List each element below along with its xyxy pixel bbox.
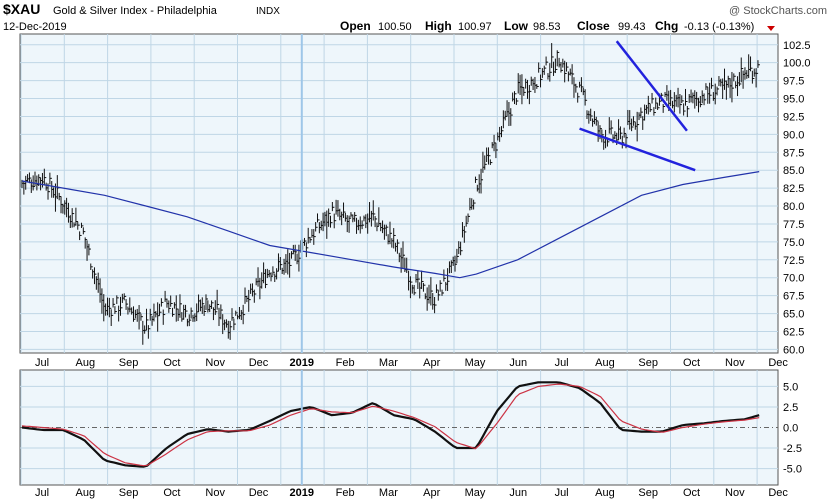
- macd-x-tick-label: Jul: [555, 487, 569, 499]
- price-x-tick-label: Dec: [768, 357, 788, 369]
- price-x-tick-label: May: [465, 357, 486, 369]
- price-y-tick-label: 67.5: [783, 291, 804, 303]
- macd-signal-line: [21, 383, 760, 467]
- macd-x-tick-label: Sep: [119, 487, 139, 499]
- macd-y-tick-label: -2.5: [783, 443, 802, 455]
- low-value: 98.53: [533, 21, 561, 33]
- price-x-tick-label: Apr: [423, 357, 440, 369]
- price-y-tick-label: 65.0: [783, 309, 804, 321]
- price-y-tick-label: 70.0: [783, 273, 804, 285]
- macd-x-tick-label: Aug: [76, 487, 96, 499]
- price-y-axis: 60.0 62.5 65.0 67.5 70.0 72.5 75.0 77.5 80.0 82.5…: [783, 40, 811, 357]
- watermark: @ StockCharts.com: [729, 5, 827, 17]
- macd-x-axis: Jul Aug Sep Oct Nov Dec 2019 Feb Mar Apr May Jun Jul…: [35, 487, 788, 499]
- macd-x-tick-label: Jun: [509, 487, 527, 499]
- price-y-tick-label: 82.5: [783, 183, 804, 195]
- price-y-tick-label: 90.0: [783, 129, 804, 141]
- price-x-tick-label: Aug: [595, 357, 615, 369]
- price-y-tick-label: 87.5: [783, 147, 804, 159]
- close-value: 99.43: [618, 21, 646, 33]
- macd-x-tick-label: Dec: [768, 487, 788, 499]
- macd-y-tick-label: -5.0: [783, 464, 802, 476]
- macd-x-tick-label: Apr: [423, 487, 440, 499]
- price-x-tick-label: Sep: [638, 357, 658, 369]
- macd-x-tick-label: May: [465, 487, 486, 499]
- price-x-tick-label: Sep: [119, 357, 139, 369]
- index-name: Gold & Silver Index - Philadelphia: [53, 5, 218, 17]
- price-x-tick-label: Jul: [35, 357, 49, 369]
- price-y-tick-label: 100.0: [783, 58, 811, 70]
- price-y-tick-label: 92.5: [783, 111, 804, 123]
- price-x-tick-label: Oct: [163, 357, 180, 369]
- price-x-tick-label: Mar: [379, 357, 398, 369]
- price-x-tick-label: Aug: [76, 357, 96, 369]
- price-y-tick-label: 85.0: [783, 165, 804, 177]
- chg-label: Chg: [655, 19, 678, 33]
- chart-date: 12-Dec-2019: [3, 21, 67, 33]
- moving-average-line: [21, 171, 760, 279]
- price-y-tick-label: 62.5: [783, 326, 804, 338]
- macd-x-tick-label: 2019: [290, 487, 314, 499]
- macd-y-axis: -5.0 -2.5 0.0 2.5 5.0: [783, 381, 802, 475]
- price-x-axis: Jul Aug Sep Oct Nov Dec 2019 Feb Mar Apr May Jun Jul…: [35, 357, 788, 369]
- price-x-tick-label: Nov: [725, 357, 745, 369]
- price-y-tick-label: 102.5: [783, 40, 811, 52]
- price-x-tick-label: 2019: [290, 357, 314, 369]
- high-value: 100.97: [458, 21, 492, 33]
- macd-x-tick-label: Dec: [249, 487, 269, 499]
- macd-x-tick-label: Nov: [725, 487, 745, 499]
- price-x-tick-label: Oct: [683, 357, 700, 369]
- price-y-tick-label: 97.5: [783, 76, 804, 88]
- price-y-tick-label: 95.0: [783, 94, 804, 106]
- price-grid: [20, 34, 778, 353]
- macd-y-tick-label: 5.0: [783, 381, 798, 393]
- macd-x-tick-label: Sep: [638, 487, 658, 499]
- price-x-tick-label: Nov: [205, 357, 225, 369]
- macd-x-tick-label: Oct: [683, 487, 700, 499]
- price-x-tick-label: Jun: [509, 357, 527, 369]
- ticker-symbol: $XAU: [3, 1, 40, 17]
- high-label: High: [425, 19, 452, 33]
- macd-x-tick-label: Aug: [595, 487, 615, 499]
- price-y-tick-label: 77.5: [783, 219, 804, 231]
- down-arrow-icon: [767, 26, 775, 31]
- macd-x-tick-label: Jul: [35, 487, 49, 499]
- exchange-label: INDX: [256, 6, 280, 17]
- price-y-tick-label: 72.5: [783, 255, 804, 267]
- trendline-lower: [579, 127, 696, 172]
- macd-y-tick-label: 0.0: [783, 423, 798, 435]
- trendline-upper: [615, 40, 688, 132]
- price-y-tick-label: 75.0: [783, 237, 804, 249]
- price-panel: [19, 33, 779, 354]
- macd-line: [21, 381, 760, 468]
- open-value: 100.50: [378, 21, 412, 33]
- chg-value: -0.13 (-0.13%): [684, 21, 754, 33]
- macd-x-tick-label: Oct: [163, 487, 180, 499]
- price-x-tick-label: Jul: [555, 357, 569, 369]
- price-x-tick-label: Dec: [249, 357, 269, 369]
- macd-x-tick-label: Feb: [336, 487, 355, 499]
- macd-x-tick-label: Nov: [205, 487, 225, 499]
- open-label: Open: [340, 19, 371, 33]
- price-y-tick-label: 80.0: [783, 201, 804, 213]
- price-x-tick-label: Feb: [336, 357, 355, 369]
- close-label: Close: [577, 19, 610, 33]
- macd-y-tick-label: 2.5: [783, 402, 798, 414]
- low-label: Low: [504, 19, 529, 33]
- price-y-tick-label: 60.0: [783, 344, 804, 356]
- macd-x-tick-label: Mar: [379, 487, 398, 499]
